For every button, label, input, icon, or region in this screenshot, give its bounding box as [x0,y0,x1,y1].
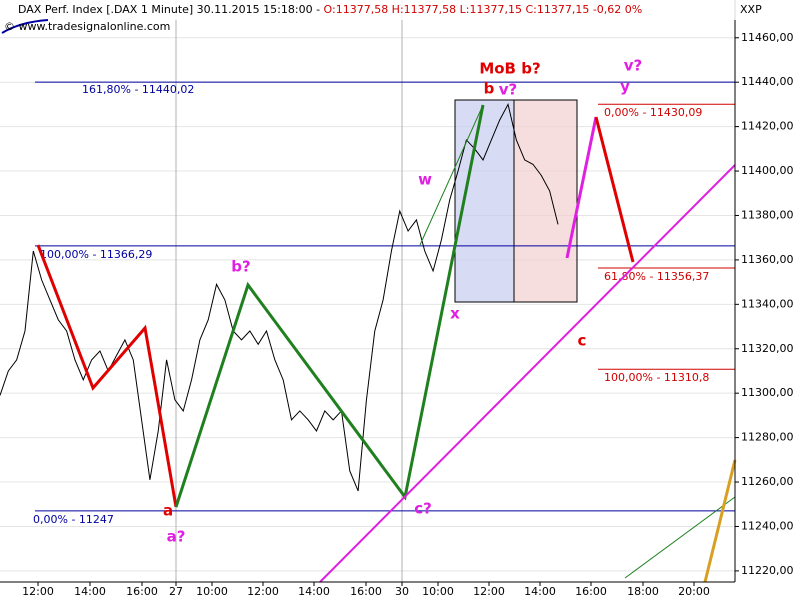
fib-label: 0,00% - 11430,09 [604,106,702,119]
trend-line-green [624,496,736,579]
thin-green [419,104,484,246]
wave-magenta [565,116,598,259]
wave-label: w [418,171,432,189]
ohlc: O:11377,58 H:11377,58 L:11377,15 C:11377… [324,3,643,16]
fib-label: 0,00% - 11247 [33,513,114,526]
y-tick-label: 11240,00 [741,519,794,532]
header-bg [0,0,800,20]
x-tick-label: 14:00 [298,585,330,598]
x-tick-label: 14:00 [524,585,556,598]
logo-swoosh [1,19,49,34]
y-tick-label: 11320,00 [741,342,794,355]
x-tick-label: 14:00 [74,585,106,598]
x-tick-label: 20:00 [678,585,710,598]
axes: 11220,00 11240,00 11260,00 11280,00 11300,00… [22,31,793,598]
fib-label: 100,00% - 11310,8 [604,371,709,384]
x-tick-label: 16:00 [575,585,607,598]
wave-red-projection [594,116,635,263]
title: DAX Perf. Index [.DAX 1 Minute] 30.11.20… [18,3,324,16]
x-tick-label: 18:00 [627,585,659,598]
box-pink [513,99,578,303]
fib-label: 100,00% - 11366,29 [40,248,152,261]
x-tick-label: 12:00 [22,585,54,598]
x-tick-label: 10:00 [422,585,454,598]
wave-label: a [163,502,173,520]
y-tick-label: 11460,00 [741,31,794,44]
y-tick-label: 11420,00 [741,120,794,133]
wave-label: b? [231,258,250,276]
chart-title: DAX Perf. Index [.DAX 1 Minute] 30.11.20… [18,3,642,16]
grid [0,37,735,572]
x-tick-label: 16:00 [350,585,382,598]
fib-label: 61,80% - 11356,37 [604,270,709,283]
wave-label: c? [414,500,432,518]
wave-label: MoB b? [479,60,540,78]
levels: 161,80% - 11440,02 100,00% - 11366,29 0,00… [33,81,735,526]
wave-green [174,104,485,508]
y-tick-label: 11280,00 [741,431,794,444]
wave-label: c [578,332,587,350]
y-tick-label: 11380,00 [741,208,794,221]
x-tick-label: 16:00 [126,585,158,598]
fib-label: 161,80% - 11440,02 [82,83,194,96]
wave-label: v? [624,57,642,75]
box-blue [454,99,515,303]
wave-label: y [620,78,630,96]
y-tick-label: 11300,00 [741,386,794,399]
y-tick-label: 11360,00 [741,253,794,266]
x-tick-label: 12:00 [247,585,279,598]
x-tick-label: 30 [395,585,409,598]
y-tick-label: 11340,00 [741,297,794,310]
wave-label: x [450,305,460,323]
wave-label: b [484,80,495,98]
y-tick-label: 11440,00 [741,75,794,88]
wave-label: v? [499,81,517,99]
watermark: © www.tradesignalonline.com [4,20,170,33]
x-tick-label: 10:00 [196,585,228,598]
x-tick-label: 12:00 [473,585,505,598]
x-tick-label: 27 [169,585,183,598]
axis-label: XXP [740,3,762,16]
trend-line-orange [703,459,737,583]
y-tick-label: 11260,00 [741,475,794,488]
wave-red [36,244,178,508]
annotations: a a? b? w x c? b MoB b? v? v? y c [163,57,642,546]
y-tick-label: 11220,00 [741,564,794,577]
trend-line [319,164,736,583]
wave-label: a? [167,528,186,546]
y-tick-label: 11400,00 [741,164,794,177]
